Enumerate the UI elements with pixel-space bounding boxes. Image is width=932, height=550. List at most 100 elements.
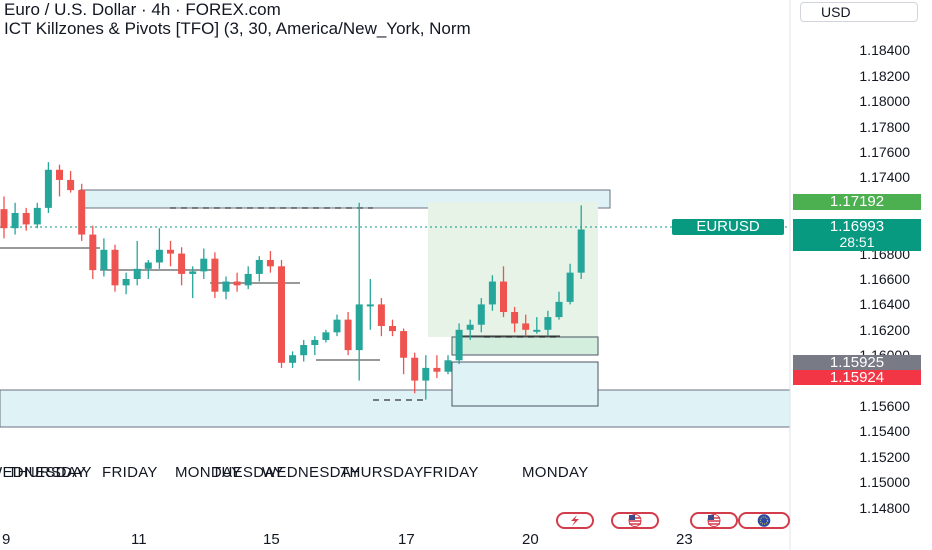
currency-selector[interactable]: USD (800, 2, 918, 22)
price-tick-label: 1.17600 (859, 144, 910, 160)
us-flag-event-icon[interactable] (611, 512, 659, 529)
candle-body-down (233, 281, 241, 286)
day-label: WEDNESDAY (0, 464, 87, 481)
candle (22, 207, 30, 231)
day-label: MONDAY (175, 464, 242, 481)
price-tick-label: 1.18000 (859, 93, 910, 110)
candle (477, 298, 485, 333)
high-price-label: 1.17192 (793, 194, 921, 210)
candle (56, 164, 63, 197)
candle (522, 314, 530, 337)
candle-body-up (189, 271, 197, 274)
candle (233, 272, 241, 292)
candle (433, 355, 441, 379)
eu-flag-event-icon[interactable] (738, 512, 790, 529)
order-block-box (451, 336, 599, 356)
candle-body-down (400, 331, 408, 358)
candle-body-up (455, 329, 463, 361)
candle (444, 355, 452, 375)
day-label: THURSDAY (8, 464, 92, 481)
day-label: FRIDAY (423, 464, 479, 481)
candle (289, 351, 297, 368)
candle-body-down (89, 234, 97, 271)
candle-body-up (122, 279, 130, 286)
candle-body-up (133, 268, 141, 279)
candle (266, 251, 274, 273)
candle-body-up (11, 212, 19, 229)
candle-body-down (111, 249, 119, 286)
candle (455, 323, 463, 365)
candle (100, 238, 108, 277)
candle (167, 240, 174, 267)
candle (122, 272, 130, 295)
candle (377, 298, 385, 337)
candle-body-up (488, 281, 496, 305)
candle-body-up (144, 262, 152, 269)
fvg-box (451, 361, 599, 407)
candle-body-down (167, 249, 174, 254)
level-a-label: 1.15925 (793, 355, 921, 370)
candle (533, 317, 541, 334)
candle (44, 162, 52, 213)
candle (555, 291, 563, 320)
candle (355, 202, 363, 381)
candle (244, 266, 252, 290)
price-tick-label: 1.16200 (859, 321, 910, 338)
date-tick-label: 11 (131, 531, 147, 548)
candle (133, 240, 141, 286)
candle (577, 205, 585, 279)
candle (366, 279, 374, 330)
candle-body-down (511, 312, 519, 324)
level-b-label: 1.15924 (793, 370, 921, 385)
candle-body-up (555, 301, 563, 318)
candle (300, 339, 308, 362)
symbol-title[interactable]: Euro / U.S. Dollar · 4h · FOREX.com (4, 0, 281, 19)
date-tick-label: 20 (522, 531, 539, 548)
price-tick-label: 1.17800 (859, 118, 910, 135)
candle-body-up (444, 360, 452, 372)
candle-body-up (300, 345, 308, 356)
candle-body-up (544, 317, 552, 330)
flash-event-icon[interactable] (556, 512, 594, 529)
candle-body-up (44, 169, 52, 208)
candle-body-up (355, 304, 363, 351)
candle (344, 312, 352, 356)
date-tick-label: 15 (263, 531, 280, 548)
candle (144, 259, 152, 279)
candle-body-down (433, 367, 441, 372)
candle (33, 202, 41, 229)
candle-body-up (422, 367, 430, 381)
candle (400, 328, 408, 375)
candle (278, 259, 285, 368)
candle-body-down (78, 190, 86, 235)
price-tick-label: 1.16600 (859, 271, 910, 287)
candle-body-down (522, 323, 530, 330)
candle-body-up (566, 272, 574, 302)
bar-countdown: 28:51 (793, 235, 921, 251)
candle (200, 248, 208, 279)
price-tick-label: 1.18200 (859, 67, 910, 84)
candle (566, 263, 574, 305)
candle (488, 275, 496, 311)
price-tick-label: 1.15400 (859, 423, 910, 440)
day-label: MONDAY (522, 464, 589, 481)
candle (78, 183, 86, 241)
candle (111, 244, 119, 292)
candle-body-up (533, 329, 541, 332)
candle (311, 336, 319, 356)
candle-body-up (577, 229, 585, 273)
day-label: FRIDAY (102, 464, 158, 481)
candle (189, 266, 197, 299)
candle-body-up (100, 249, 108, 271)
candle-body-down (344, 319, 352, 351)
price-tick-label: 1.15600 (859, 398, 910, 414)
price-tick-label: 1.15200 (859, 448, 910, 465)
candle-body-down (67, 179, 75, 191)
candle-body-down (411, 357, 419, 381)
candle-body-up (477, 304, 485, 325)
candle-body-down (211, 258, 219, 292)
us-flag-event-icon[interactable] (690, 512, 738, 529)
candle (89, 225, 97, 279)
indicator-legend[interactable]: ICT Killzones & Pivots [TFO] (3, 30, Ame… (4, 19, 471, 38)
